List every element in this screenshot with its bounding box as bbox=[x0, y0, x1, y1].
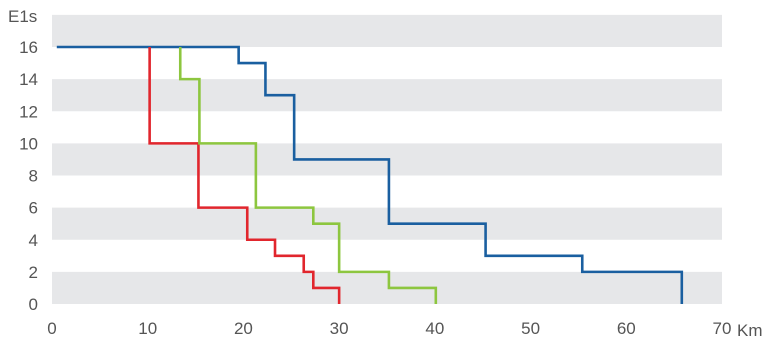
grid-band bbox=[52, 14, 722, 47]
series-line-3 bbox=[178, 47, 438, 304]
y-axis-label: E1s bbox=[8, 7, 37, 26]
series-line-2 bbox=[148, 47, 341, 304]
series-lines bbox=[56, 45, 684, 304]
x-tick-label: 0 bbox=[47, 319, 56, 338]
y-tick-label: 16 bbox=[19, 38, 38, 57]
x-axis-ticks: 0 10 20 30 40 50 60 70 bbox=[47, 319, 731, 338]
y-tick-label: 14 bbox=[19, 70, 38, 89]
y-axis-ticks: 0 2 4 6 8 10 12 14 16 bbox=[19, 38, 38, 314]
grid-bands bbox=[52, 14, 722, 304]
y-tick-label: 8 bbox=[29, 167, 38, 186]
x-tick-label: 40 bbox=[425, 319, 444, 338]
y-tick-label: 4 bbox=[29, 231, 38, 250]
y-tick-label: 0 bbox=[29, 295, 38, 314]
grid-band bbox=[52, 79, 722, 112]
x-tick-label: 50 bbox=[521, 319, 540, 338]
grid-band bbox=[52, 207, 722, 240]
y-tick-label: 10 bbox=[19, 134, 38, 153]
grid-band bbox=[52, 271, 722, 304]
y-tick-label: 12 bbox=[19, 102, 38, 121]
x-axis-label: Km bbox=[737, 321, 763, 340]
y-tick-label: 2 bbox=[29, 263, 38, 282]
x-tick-label: 70 bbox=[713, 319, 732, 338]
x-tick-label: 30 bbox=[330, 319, 349, 338]
series-line-1 bbox=[56, 45, 684, 304]
y-tick-label: 6 bbox=[29, 199, 38, 218]
x-tick-label: 60 bbox=[617, 319, 636, 338]
x-tick-label: 20 bbox=[234, 319, 253, 338]
x-tick-label: 10 bbox=[138, 319, 157, 338]
